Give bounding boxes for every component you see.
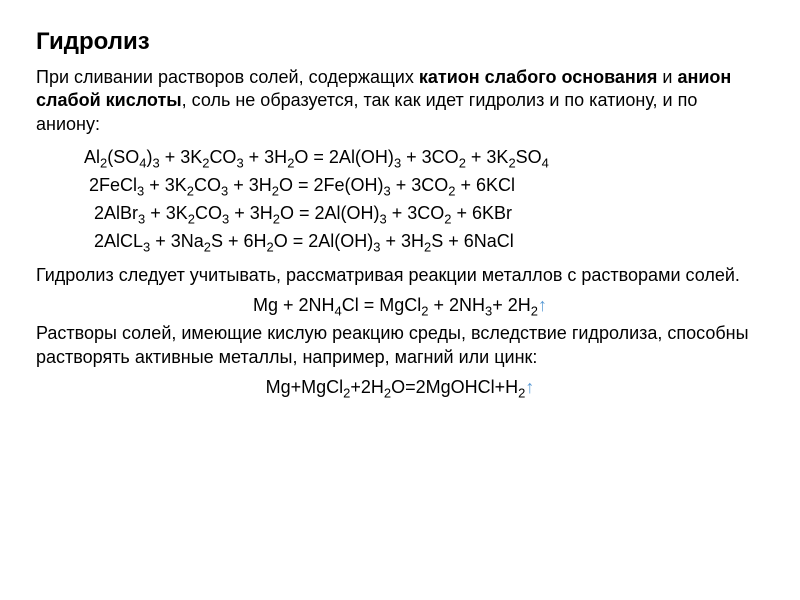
intro-bold-cation: катион слабого основания (419, 67, 658, 87)
paragraph-2: Гидролиз следует учитывать, рассматривая… (36, 264, 764, 287)
intro-paragraph: При сливании растворов солей, содержащих… (36, 66, 764, 136)
equation-4: 2AlCL3 + 3Na2S + 6H2O = 2Al(OH)3 + 3H2S … (84, 228, 764, 256)
page-title: Гидролиз (36, 28, 764, 56)
equation-6: Mg+MgCl2+2H2O=2MgOHCl+H2↑ (36, 377, 764, 398)
intro-prefix: При сливании растворов солей, содержащих (36, 67, 419, 87)
equation-2: 2FeCl3 + 3K2CO3 + 3H2O = 2Fe(OH)3 + 3CO2… (84, 172, 764, 200)
intro-mid: и (657, 67, 677, 87)
equation-block-1: Al2(SO4)3 + 3K2CO3 + 3H2O = 2Al(OH)3 + 3… (84, 144, 764, 256)
gas-arrow-icon: ↑ (538, 295, 547, 315)
gas-arrow-icon: ↑ (525, 377, 534, 397)
equation-1: Al2(SO4)3 + 3K2CO3 + 3H2O = 2Al(OH)3 + 3… (84, 144, 764, 172)
paragraph-3: Растворы солей, имеющие кислую реакцию с… (36, 322, 764, 369)
equation-3: 2AlBr3 + 3K2CO3 + 3H2O = 2Al(OH)3 + 3CO2… (84, 200, 764, 228)
equation-5: Mg + 2NH4Cl = MgCl2 + 2NH3+ 2H2↑ (36, 295, 764, 316)
